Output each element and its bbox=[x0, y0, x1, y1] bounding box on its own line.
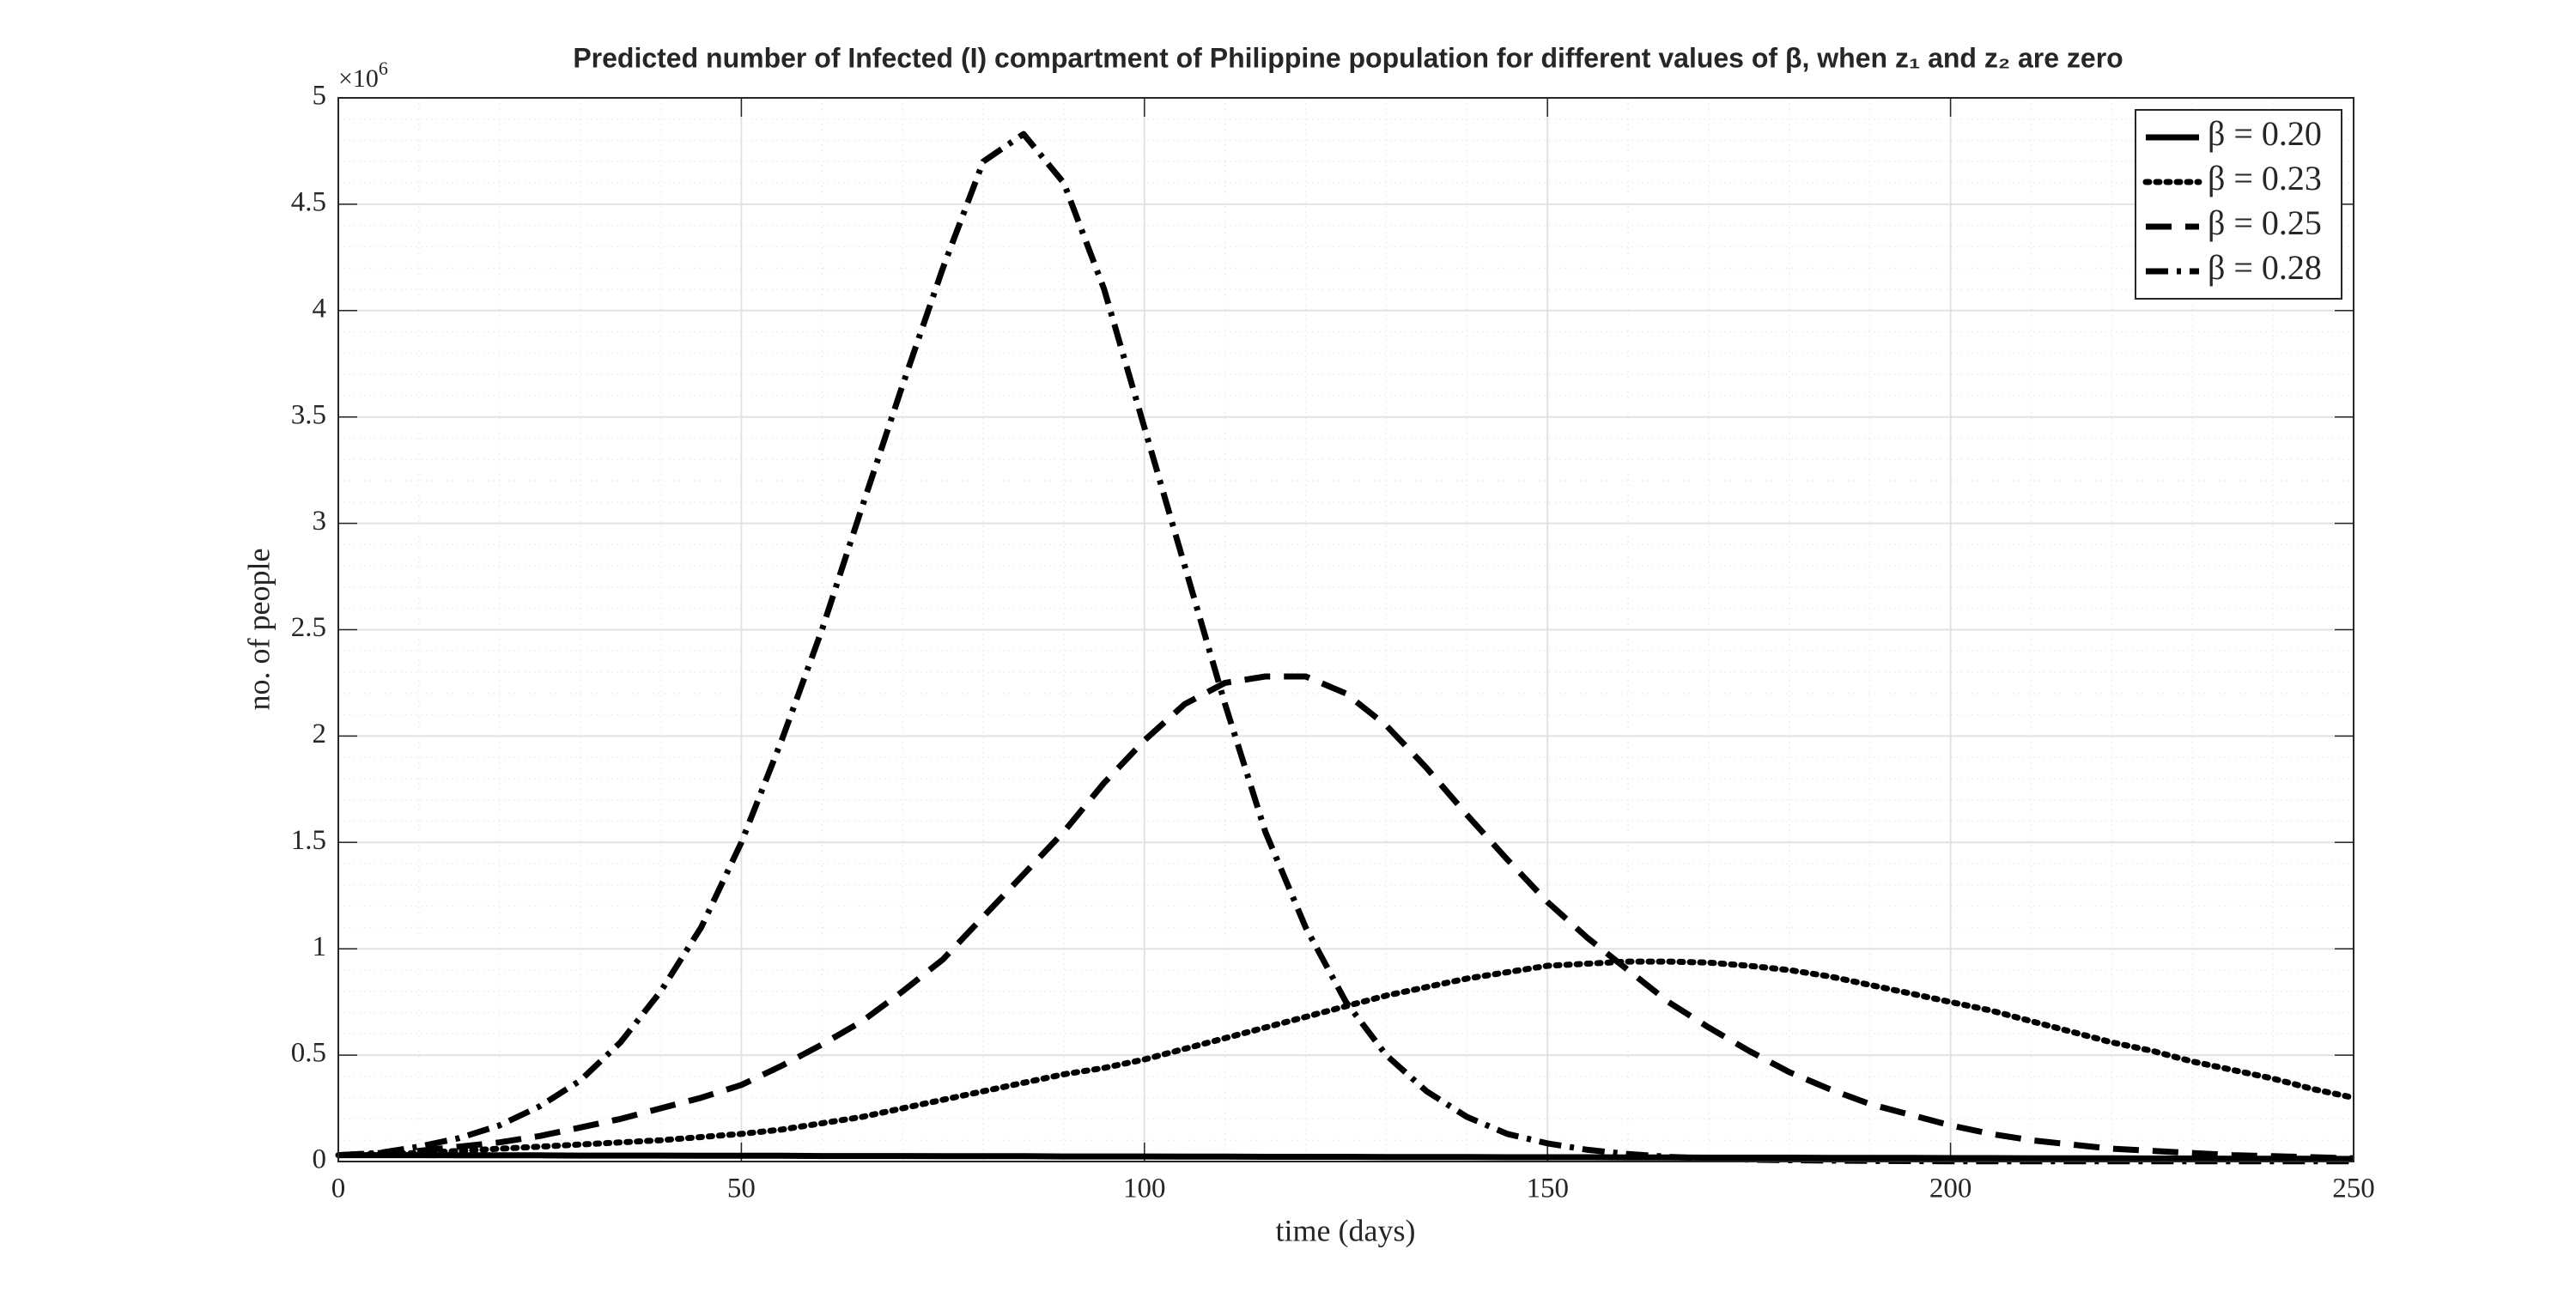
y-axis-label: no. of people bbox=[241, 549, 276, 711]
x-tick-label: 250 bbox=[2332, 1174, 2375, 1204]
x-tick-label: 150 bbox=[1526, 1174, 1569, 1204]
y-multiplier-exponent: 6 bbox=[379, 58, 388, 79]
legend-label: β = 0.25 bbox=[2208, 203, 2322, 242]
chart-title: Predicted number of Infected (I) compart… bbox=[573, 42, 2123, 73]
x-axis-label: time (days) bbox=[1276, 1213, 1416, 1247]
y-tick-label: 0 bbox=[313, 1144, 327, 1175]
y-tick-label: 5 bbox=[313, 81, 327, 112]
plot-frame bbox=[337, 97, 2354, 1162]
y-tick-label: 1 bbox=[313, 931, 327, 962]
x-tick-label: 200 bbox=[1929, 1174, 1972, 1204]
y-tick-label: 3 bbox=[313, 506, 327, 537]
data-line bbox=[338, 1152, 2354, 1162]
x-tick-label: 50 bbox=[727, 1174, 756, 1204]
x-tick-label: 100 bbox=[1123, 1174, 1166, 1204]
y-tick-label: 2.5 bbox=[291, 612, 326, 643]
legend-label: β = 0.20 bbox=[2208, 114, 2322, 153]
y-tick-label: 4 bbox=[313, 293, 327, 324]
y-multiplier: ×106 bbox=[338, 58, 388, 93]
data-line bbox=[337, 673, 2354, 1162]
y-tick-label: 4.5 bbox=[291, 186, 326, 217]
y-tick-label: 3.5 bbox=[291, 399, 326, 430]
y-tick-label: 1.5 bbox=[291, 825, 326, 856]
y-tick-label: 0.5 bbox=[291, 1038, 326, 1069]
legend-box bbox=[2135, 109, 2342, 300]
y-multiplier-base: ×10 bbox=[338, 64, 379, 93]
x-tick-label: 0 bbox=[331, 1174, 346, 1204]
legend: β = 0.20 β = 0.23 β = 0.25 β = 0.28 bbox=[2135, 109, 2342, 300]
y-tick-label: 2 bbox=[313, 719, 327, 749]
legend-label: β = 0.23 bbox=[2208, 159, 2322, 197]
data-line bbox=[337, 130, 2354, 1165]
legend-label: β = 0.28 bbox=[2208, 248, 2322, 287]
